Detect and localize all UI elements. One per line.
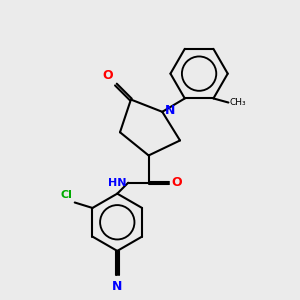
Text: Cl: Cl [61,190,73,200]
Text: N: N [165,104,175,117]
Text: O: O [103,69,113,82]
Text: HN: HN [107,178,126,188]
Text: CH₃: CH₃ [230,98,246,107]
Text: N: N [112,280,122,293]
Text: O: O [171,176,182,189]
